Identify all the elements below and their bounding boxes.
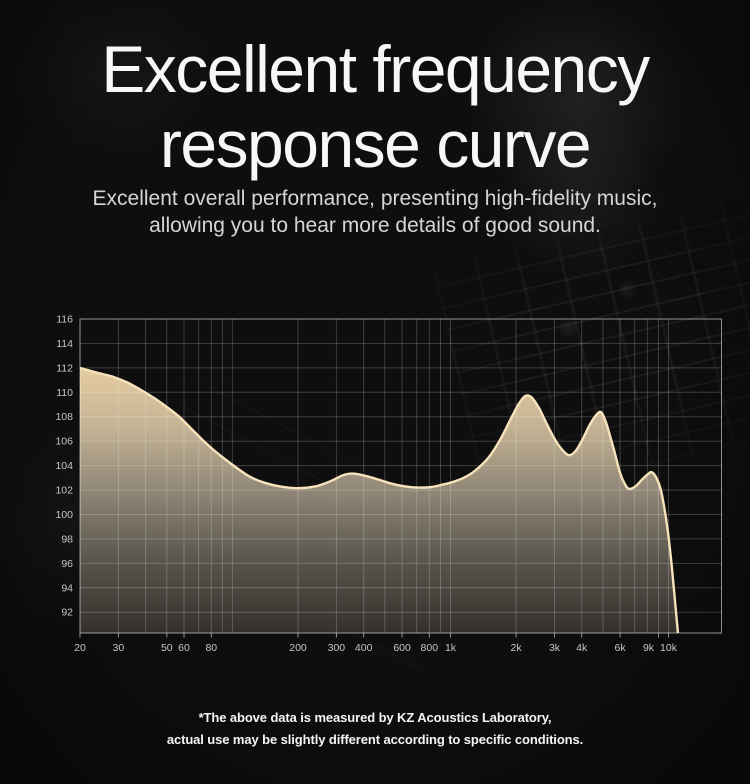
y-tick-label: 92 [61, 607, 73, 619]
x-tick-label: 6k [615, 642, 627, 654]
x-tick-label: 600 [393, 642, 411, 654]
x-tick-label: 3k [549, 642, 561, 654]
x-tick-label: 300 [328, 642, 346, 654]
page-subtitle-line1: Excellent overall performance, presentin… [92, 187, 658, 210]
response-curve [80, 366, 680, 633]
x-tick-label: 60 [178, 642, 190, 654]
y-tick-label: 112 [56, 362, 73, 374]
footnote-line1: *The above data is measured by KZ Acoust… [198, 710, 552, 725]
page-title-line1: Excellent frequency [101, 32, 650, 106]
y-tick-label: 102 [55, 485, 73, 497]
page-subtitle-line2: allowing you to hear more details of goo… [149, 214, 601, 237]
grid-lines [80, 319, 722, 633]
y-tick-label: 104 [55, 460, 73, 472]
page-title: Excellent frequency response curve [0, 32, 750, 182]
x-tick-label: 80 [205, 642, 217, 654]
y-tick-label: 110 [56, 387, 73, 399]
x-tick-label: 400 [355, 642, 373, 654]
response-curve-fill [80, 367, 678, 633]
y-tick-label: 100 [55, 509, 73, 521]
page-subtitle: Excellent overall performance, presentin… [0, 185, 750, 239]
y-tick-label: 106 [55, 436, 73, 448]
y-tick-label: 96 [61, 558, 73, 570]
y-tick-label: 94 [61, 582, 73, 594]
page-title-line2: response curve [159, 107, 592, 181]
y-axis-labels: 116 114 112 110 108 106 104 102 100 98 96 94 92 [55, 314, 73, 619]
x-tick-label: 2k [511, 642, 523, 654]
x-tick-label: 30 [113, 642, 125, 654]
y-tick-label: 98 [61, 533, 73, 545]
x-tick-label: 200 [289, 642, 307, 654]
x-tick-label: 800 [421, 642, 439, 654]
x-tick-label: 20 [74, 642, 86, 654]
footnote-line2: actual use may be slightly different acc… [166, 732, 584, 747]
chart-frame [79, 318, 722, 634]
y-tick-label: 114 [56, 338, 73, 350]
x-tick-label: 9k [643, 642, 655, 654]
footnote: *The above data is measured by KZ Acoust… [0, 707, 750, 751]
y-tick-label: 116 [56, 314, 73, 326]
y-tick-label: 108 [55, 411, 73, 423]
x-tick-label: 50 [161, 642, 173, 654]
x-axis-labels: 20 30 50 60 80 200 300 400 600 800 1k 2k 3k 4k 6k 9k 10k [74, 633, 678, 654]
x-tick-label: 1k [445, 642, 457, 654]
x-tick-label: 10k [660, 642, 678, 654]
x-tick-label: 4k [576, 642, 588, 654]
